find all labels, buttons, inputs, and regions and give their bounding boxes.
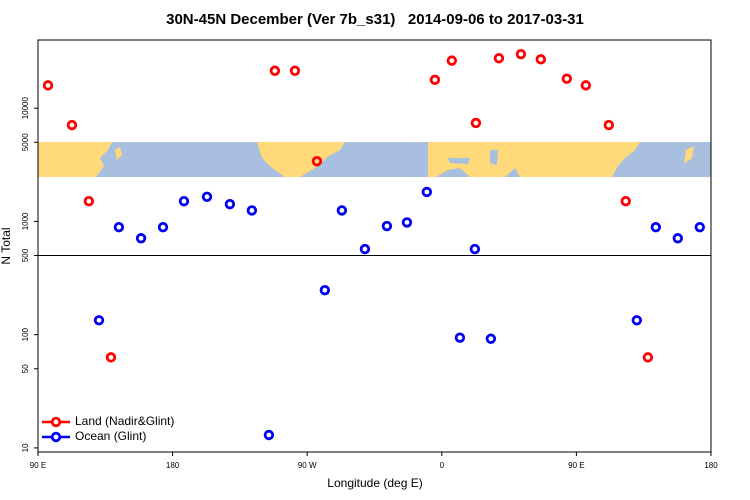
- point: [113, 221, 125, 233]
- y-tick-label: 10: [21, 443, 30, 452]
- point: [83, 195, 95, 207]
- x-tick-label: 90 E: [30, 461, 46, 470]
- point: [580, 80, 592, 91]
- legend-marker: [50, 416, 62, 428]
- point: [246, 205, 258, 216]
- point: [401, 217, 413, 228]
- point: [66, 119, 78, 131]
- y-tick-label: 100: [21, 327, 30, 341]
- legend-label: Land (Nadir&Glint): [75, 414, 174, 428]
- point: [485, 333, 497, 344]
- point: [642, 352, 654, 363]
- point: [224, 198, 236, 210]
- point: [454, 332, 466, 343]
- point: [319, 284, 331, 296]
- y-tick-label: 500: [21, 248, 30, 262]
- x-axis-label: Longitude (deg E): [327, 476, 422, 490]
- y-axis-label: N Total: [0, 227, 13, 264]
- legend-marker: [50, 431, 62, 443]
- point: [289, 65, 301, 76]
- point: [470, 117, 482, 129]
- point: [359, 243, 371, 255]
- point: [336, 205, 348, 216]
- point: [93, 315, 105, 326]
- y-tick-label: 5000: [21, 133, 30, 151]
- point: [157, 221, 169, 233]
- point: [105, 352, 117, 363]
- point: [694, 221, 705, 233]
- point: [650, 221, 662, 233]
- point: [603, 119, 615, 131]
- point: [269, 65, 281, 76]
- point: [672, 233, 683, 244]
- plot-frame: [37, 39, 712, 453]
- point: [515, 48, 527, 60]
- x-tick-label: 0: [440, 461, 445, 470]
- point: [535, 54, 547, 65]
- point: [263, 429, 275, 441]
- chart-title: 30N-45N December (Ver 7b_s31) 2014-09-06…: [166, 11, 584, 28]
- point: [429, 74, 441, 86]
- point: [493, 53, 505, 64]
- point: [446, 55, 458, 66]
- x-tick-label: 90 E: [568, 461, 584, 470]
- point: [631, 315, 643, 326]
- point: [620, 195, 631, 207]
- point: [311, 156, 323, 167]
- x-tick-label: 90 W: [298, 461, 317, 470]
- point: [178, 195, 190, 207]
- point: [469, 243, 481, 255]
- point: [135, 233, 147, 244]
- point: [421, 186, 433, 198]
- point: [381, 220, 393, 232]
- y-tick-label: 10000: [21, 97, 30, 120]
- point: [201, 191, 213, 202]
- y-tick-label: 1000: [21, 212, 30, 230]
- point: [561, 73, 573, 84]
- point: [42, 80, 54, 91]
- x-tick-label: 180: [704, 461, 718, 470]
- y-tick-label: 50: [21, 364, 30, 373]
- legend-label: Ocean (Glint): [75, 429, 146, 443]
- x-tick-label: 180: [166, 461, 180, 470]
- map-strip: [38, 142, 711, 177]
